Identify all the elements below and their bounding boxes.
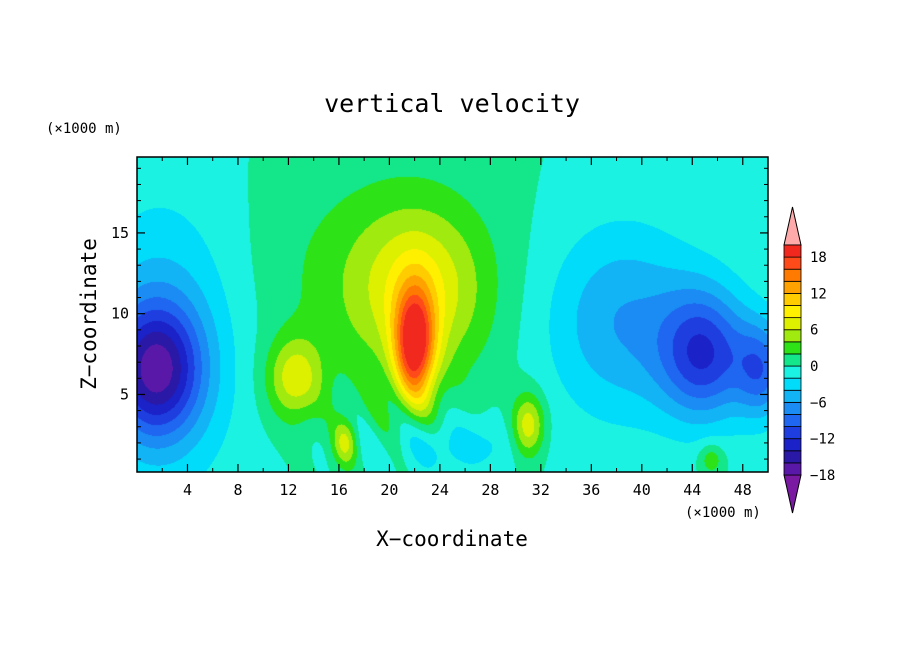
colorbar-box [783, 450, 802, 464]
colorbar-tick-label: 12 [810, 286, 827, 302]
x-tick-label: 44 [683, 481, 701, 499]
colorbar-box [783, 401, 802, 415]
x-tick-label: 12 [279, 481, 297, 499]
colorbar-box [783, 329, 802, 343]
x-tick-label: 24 [431, 481, 449, 499]
colorbar: 18 12 6 0 −6 −12 −18 [783, 206, 835, 514]
colorbar-box [783, 377, 802, 391]
x-tick-label: 28 [481, 481, 499, 499]
colorbar-box [783, 438, 802, 452]
plot-frame [136, 156, 769, 473]
x-unit-label: (×1000 m) [685, 505, 761, 521]
colorbar-box [783, 462, 802, 476]
colorbar-box [783, 268, 802, 282]
colorbar-box [783, 341, 802, 355]
x-tick-label: 32 [532, 481, 550, 499]
heatmap-field [137, 157, 768, 472]
x-tick-label: 16 [330, 481, 348, 499]
colorbar-box [783, 414, 802, 427]
colorbar-box [783, 305, 802, 319]
x-tick-label: 48 [734, 481, 752, 499]
colorbar-box [783, 280, 802, 294]
colorbar-tick-label: −6 [810, 395, 827, 411]
colorbar-box [783, 317, 802, 331]
colorbar-box [783, 353, 802, 367]
y-axis: 5 10 15 [111, 167, 768, 460]
chart-title: vertical velocity [324, 89, 580, 118]
colorbar-box [783, 389, 802, 403]
x-tick-label: 36 [582, 481, 600, 499]
colorbar-tick-label: 0 [810, 359, 818, 375]
x-axis-label: X−coordinate [376, 527, 528, 551]
y-unit-label: (×1000 m) [46, 121, 122, 137]
colorbar-box [783, 293, 802, 306]
colorbar-box [783, 244, 802, 258]
colorbar-box [783, 365, 802, 379]
x-tick-label: 8 [233, 481, 242, 499]
y-axis-label: Z−coordinate [77, 238, 101, 390]
y-tick-label: 5 [120, 385, 129, 403]
colorbar-box [783, 426, 802, 440]
plot-area [136, 156, 769, 473]
y-tick-label: 15 [111, 224, 129, 242]
y-tick-label: 10 [111, 305, 129, 323]
colorbar-tick-label: 6 [810, 323, 818, 339]
colorbar-tick-label: 18 [810, 250, 827, 266]
colorbar-box [783, 256, 802, 270]
colorbar-tick-label: −12 [810, 432, 835, 448]
colorbar-tick-label: −18 [810, 468, 835, 484]
x-tick-label: 20 [380, 481, 398, 499]
x-tick-label: 4 [183, 481, 192, 499]
x-axis: 4 8 12 16 20 24 28 32 36 40 44 48 [161, 157, 752, 499]
x-tick-label: 40 [633, 481, 651, 499]
